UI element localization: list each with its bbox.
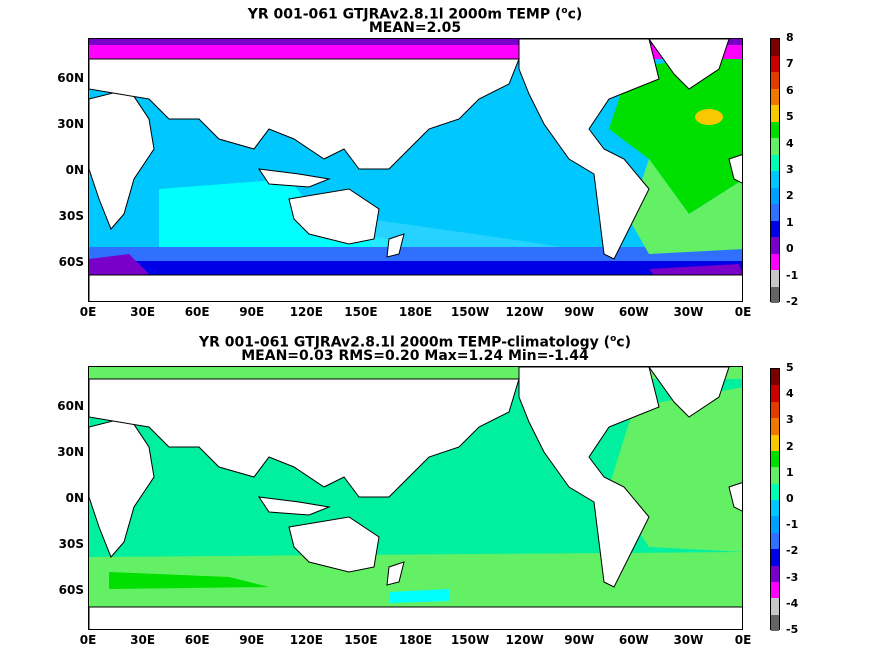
panel2-colorbar-swatch bbox=[771, 565, 779, 582]
panel1-lat-0N: 0N bbox=[65, 163, 84, 177]
panel1-colorbar-tick: 0 bbox=[786, 242, 794, 256]
panel1-colorbar-swatch bbox=[771, 286, 779, 303]
panel2-title-line1: YR 001-061 GTJRAv2.8.1l 2000m TEMP-clima… bbox=[199, 334, 631, 351]
panel2-colorbar-swatch bbox=[771, 614, 779, 631]
panel2-lon-label: 0E bbox=[79, 633, 97, 647]
panel2-colorbar bbox=[770, 368, 780, 631]
panel1-colorbar-tick: 4 bbox=[786, 136, 794, 150]
panel1-lon-label: 30W bbox=[673, 305, 704, 319]
panel1-colorbar-swatch bbox=[771, 171, 779, 188]
panel1-colorbar-swatch bbox=[771, 105, 779, 122]
panel1-lon-label: 120W bbox=[505, 305, 544, 319]
panel1-colorbar-swatch bbox=[771, 55, 779, 72]
panel1-colorbar-swatch bbox=[771, 154, 779, 171]
panel1-lon-label: 0E bbox=[79, 305, 97, 319]
panel2-colorbar-swatch bbox=[771, 532, 779, 550]
panel2-lat-60S: 60S bbox=[58, 583, 84, 597]
panel1-lon-label: 90W bbox=[564, 305, 595, 319]
panel1-lon-label: 30E bbox=[130, 305, 156, 319]
panel2-lon-label: 180E bbox=[398, 633, 433, 647]
panel2-colorbar-swatch bbox=[771, 549, 779, 566]
panel1-colorbar-swatch bbox=[771, 138, 779, 155]
panel1-lat-60N: 60N bbox=[57, 71, 84, 85]
panel2-lat-60N: 60N bbox=[57, 399, 84, 413]
panel2-colorbar-swatch bbox=[771, 467, 779, 484]
panel2-lon-label: 150E bbox=[344, 633, 378, 647]
panel2-colorbar-tick: 2 bbox=[786, 439, 794, 453]
panel1-colorbar-tick: 8 bbox=[786, 31, 794, 44]
panel2-lon-label: 30E bbox=[130, 633, 156, 647]
panel2-lon-label: 150W bbox=[450, 633, 490, 647]
panel2-map bbox=[88, 366, 743, 630]
panel1-colorbar-swatch bbox=[771, 253, 779, 270]
panel2-colorbar-swatch bbox=[771, 418, 779, 435]
panel1-colorbar-tick: 6 bbox=[786, 83, 794, 97]
panel1-title-line1: YR 001-061 GTJRAv2.8.1l 2000m TEMP (oc) bbox=[247, 6, 583, 23]
panel2-colorbar-tick: -3 bbox=[786, 570, 799, 584]
panel2-lat-30N: 30N bbox=[57, 445, 84, 459]
panel2-title-line2: MEAN=0.03 RMS=0.20 Max=1.24 Min=-1.44 bbox=[241, 348, 589, 364]
panel2-lon-label: 60E bbox=[184, 633, 210, 647]
panel2-lat-0N: 0N bbox=[65, 491, 84, 505]
panel1-colorbar-swatch bbox=[771, 72, 779, 89]
panel1-lon-label: 150E bbox=[344, 305, 378, 319]
panel2-colorbar-swatch bbox=[771, 450, 779, 468]
panel1-colorbar-tick: -1 bbox=[786, 268, 799, 282]
panel1-colorbar-swatch bbox=[771, 204, 779, 221]
panel2-lon-label: 60W bbox=[618, 633, 649, 647]
panel2-colorbar-tick: -5 bbox=[786, 623, 799, 636]
panel2-lon-label: 30W bbox=[673, 633, 704, 647]
panel1-lat-60S: 60S bbox=[58, 255, 84, 269]
panel2-colorbar-tick: -1 bbox=[786, 518, 799, 532]
panel1-lon-label: 180E bbox=[398, 305, 433, 319]
panel1-colorbar-swatch bbox=[771, 237, 779, 254]
panel2-colorbar-swatch bbox=[771, 598, 779, 615]
panel1-map bbox=[88, 38, 743, 302]
panel1-colorbar-swatch bbox=[771, 220, 779, 237]
panel1-lat-30S: 30S bbox=[58, 209, 84, 223]
panel2-colorbar-swatch bbox=[771, 516, 779, 533]
panel1-colorbar-tick: 1 bbox=[786, 215, 794, 229]
panel1-lon-label: 60W bbox=[618, 305, 649, 319]
panel1-lon-label: 60E bbox=[184, 305, 210, 319]
panel2-colorbar-tick: 3 bbox=[786, 413, 794, 427]
panel1-colorbar-tick: 3 bbox=[786, 163, 794, 176]
panel1-lon-label: 0E bbox=[734, 305, 752, 319]
panel1-colorbar-tick: 5 bbox=[786, 110, 794, 124]
panel1-title-line2: MEAN=2.05 bbox=[368, 20, 462, 36]
panel2-colorbar-swatch bbox=[771, 385, 779, 402]
panel2-colorbar-swatch bbox=[771, 500, 779, 517]
panel2-colorbar-tick: 4 bbox=[786, 387, 794, 401]
panel2-colorbar-tick: 5 bbox=[786, 361, 794, 374]
panel2-lon-label: 0E bbox=[734, 633, 752, 647]
panel1-colorbar-swatch bbox=[771, 88, 779, 105]
panel1-colorbar-tick: 7 bbox=[786, 57, 794, 71]
panel2-lat-30S: 30S bbox=[58, 537, 84, 551]
panel2-colorbar-swatch bbox=[771, 434, 779, 451]
panel2-colorbar-tick: -2 bbox=[786, 544, 799, 558]
panel2-colorbar-tick: -4 bbox=[786, 596, 799, 610]
panel1-colorbar bbox=[770, 38, 780, 303]
panel2-colorbar-tick: 0 bbox=[786, 492, 794, 505]
panel1-colorbar-swatch bbox=[771, 121, 779, 138]
panel1-colorbar-swatch bbox=[771, 187, 779, 204]
panel2-lon-label: 90W bbox=[564, 633, 595, 647]
panel2-lon-label: 120E bbox=[289, 633, 323, 647]
panel2-colorbar-tick: 1 bbox=[786, 465, 794, 479]
panel2-colorbar-swatch bbox=[771, 401, 779, 419]
panel1-colorbar-tick: 2 bbox=[786, 189, 794, 203]
panel1-colorbar-swatch bbox=[771, 270, 779, 287]
panel1-lon-label: 90E bbox=[239, 305, 265, 319]
panel2-lon-label: 90E bbox=[239, 633, 265, 647]
panel1-colorbar-tick: -2 bbox=[786, 295, 799, 308]
panel1-lon-label: 120E bbox=[289, 305, 323, 319]
panel2-colorbar-swatch bbox=[771, 581, 779, 599]
panel1-lat-30N: 30N bbox=[57, 117, 84, 131]
panel2-colorbar-swatch bbox=[771, 483, 779, 500]
panel2-colorbar-swatch bbox=[771, 369, 779, 386]
panel1-lon-label: 150W bbox=[450, 305, 490, 319]
panel1-colorbar-swatch bbox=[771, 39, 779, 56]
panel2-lon-label: 120W bbox=[505, 633, 544, 647]
